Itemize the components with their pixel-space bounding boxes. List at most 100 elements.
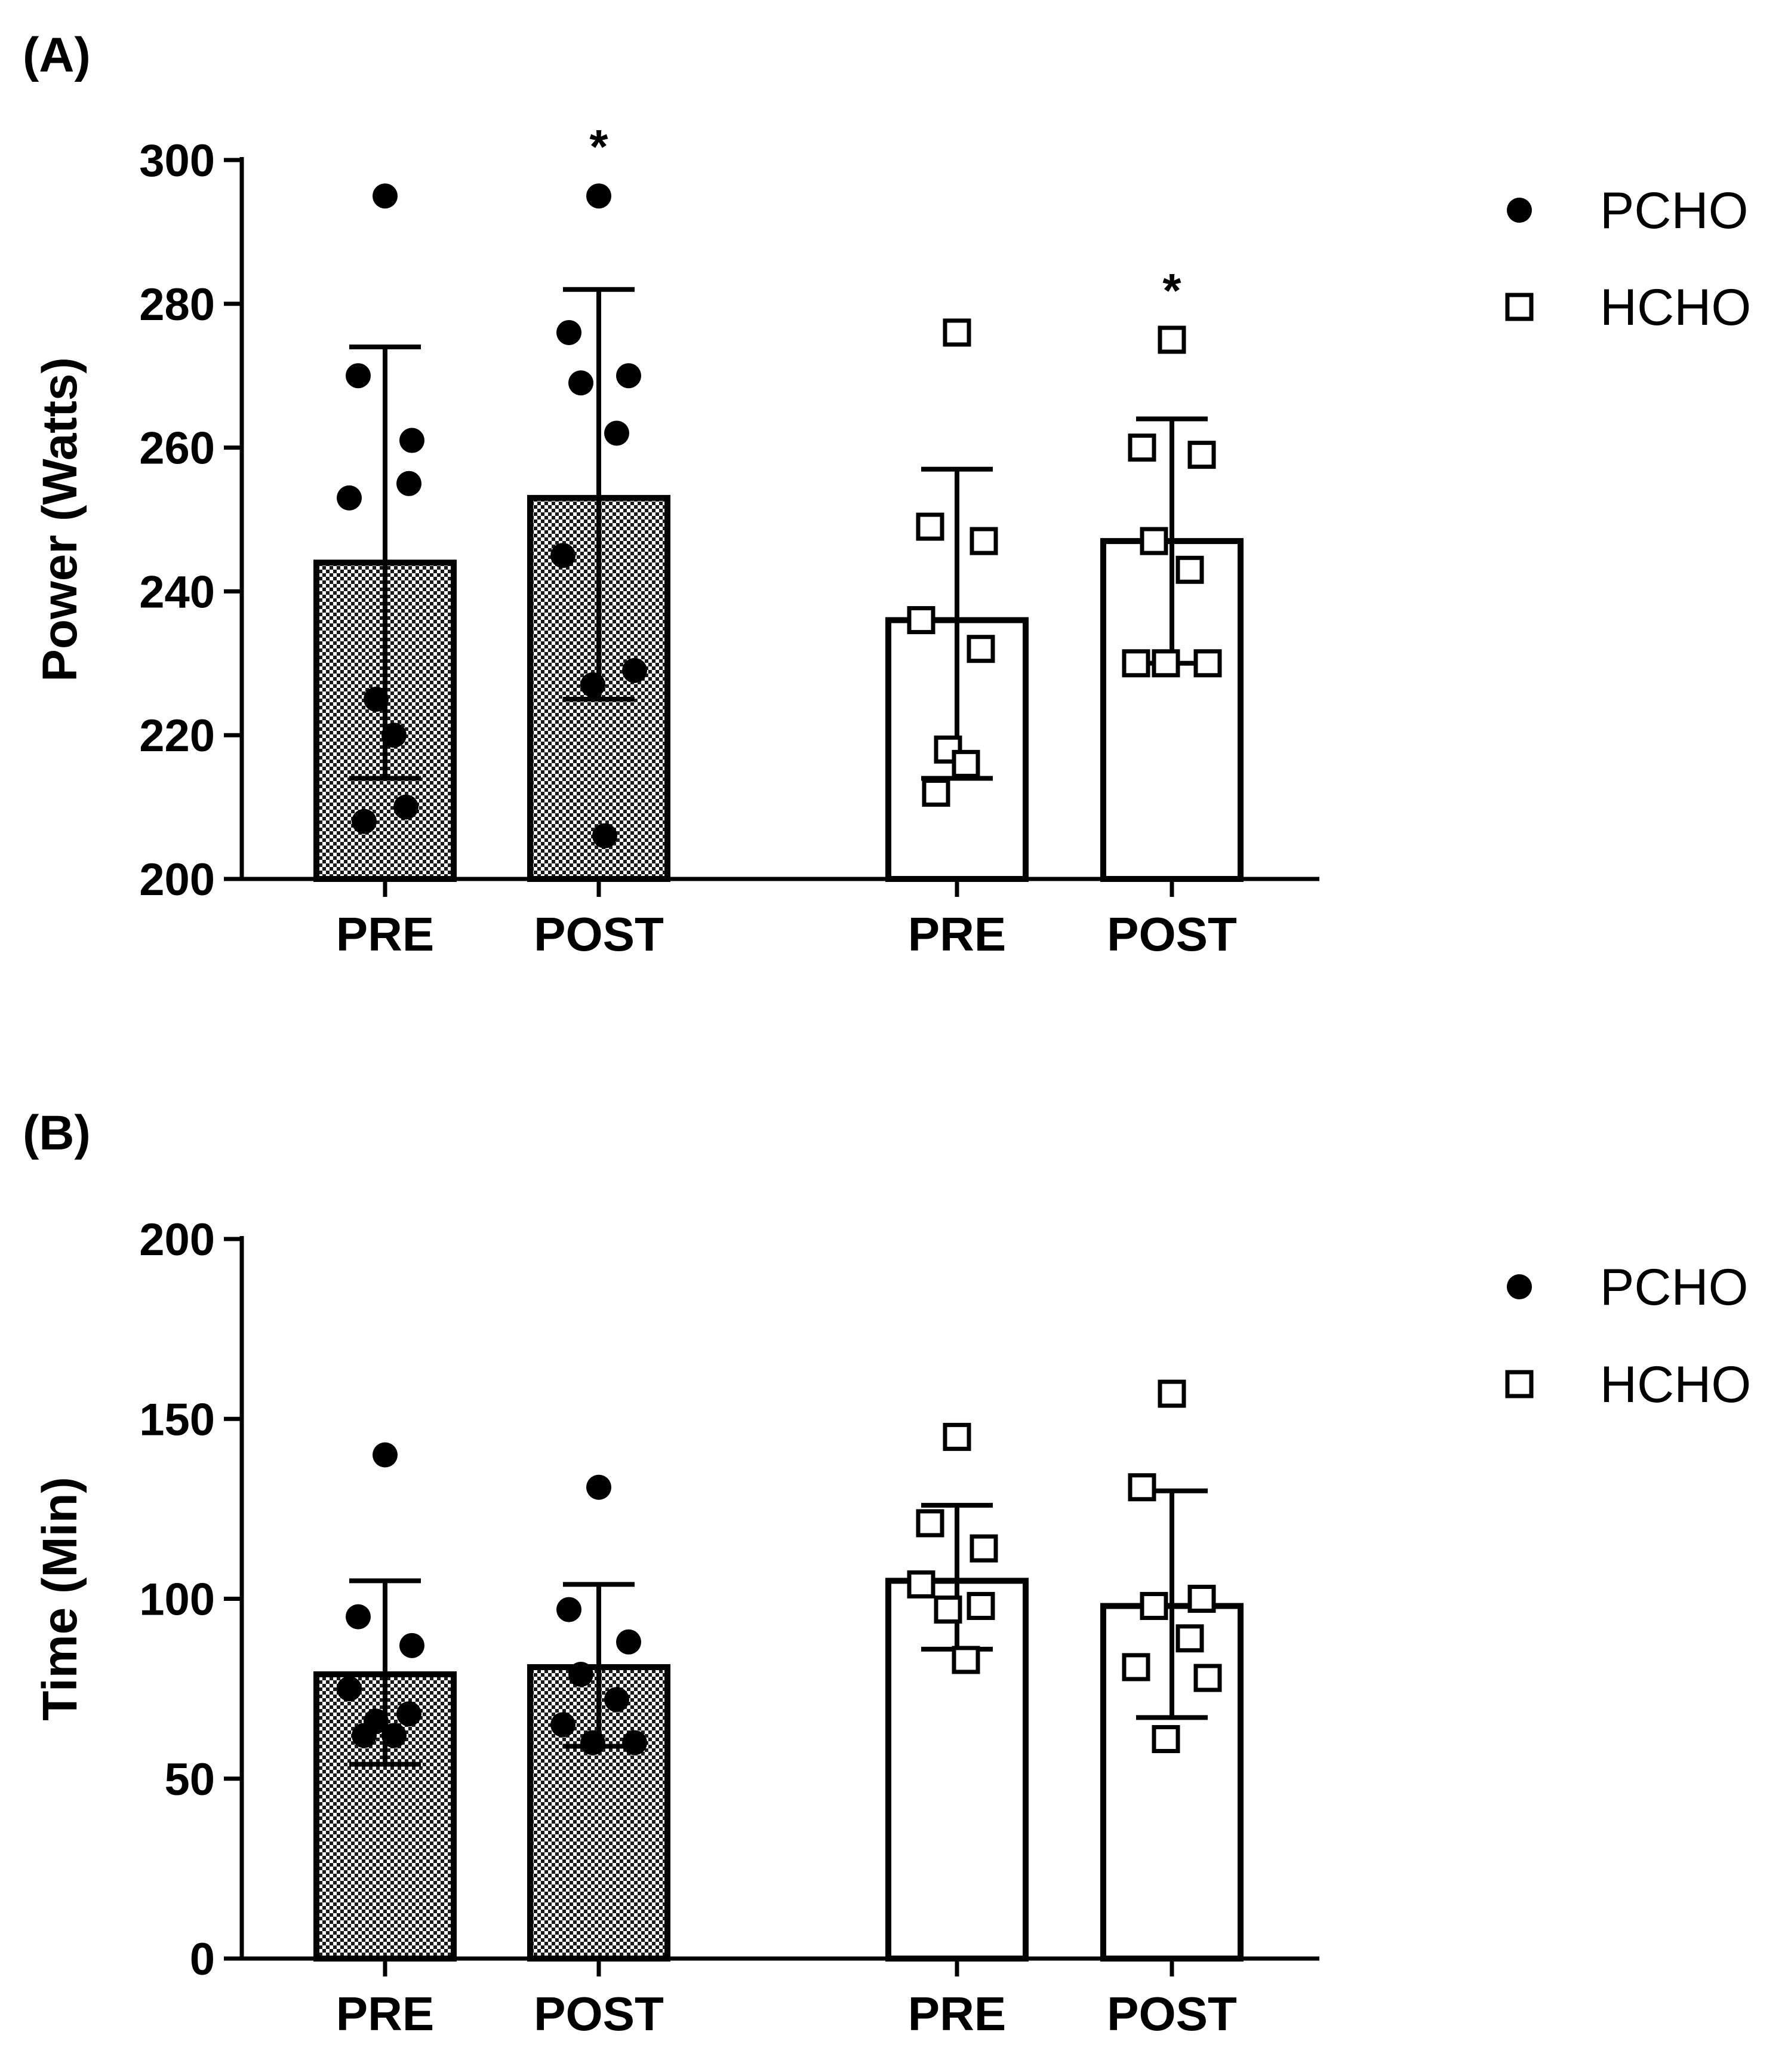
legend-label: HCHO [1600,1356,1751,1413]
y-tick-label: 200 [139,1215,215,1265]
legend-label: PCHO [1600,1259,1748,1316]
data-point-pcho [586,183,611,209]
data-point-hcho [952,749,980,778]
bar-hcho-post [1100,538,1244,882]
data-point-pcho [622,1730,647,1756]
data-point-hcho [1122,1653,1150,1681]
data-point-hcho [952,1646,980,1674]
data-point-hcho [1158,1379,1186,1408]
data-point-hcho [922,779,950,807]
data-point-pcho [352,1723,377,1748]
legend-label: HCHO [1600,279,1751,336]
x-category-label: POST [534,908,664,961]
data-point-pcho [592,823,617,849]
data-point-pcho [396,1701,421,1727]
data-point-hcho [1193,1664,1222,1692]
data-point-pcho [556,319,581,345]
data-point-pcho [396,471,421,496]
y-tick-label: 300 [139,136,215,186]
panel-label: (A) [23,28,91,82]
data-point-hcho [1187,1585,1216,1613]
chart-panel-b: (B) Time (Min) 0 50 100 150 200 PRE POST PRE POST P… [23,1106,1751,2040]
x-category-label: PRE [336,1987,435,2040]
data-point-hcho [916,1509,944,1538]
legend-label: PCHO [1600,182,1748,239]
y-tick-label: 260 [139,423,215,474]
y-tick-label: 280 [139,279,215,330]
data-point-hcho [1128,434,1156,462]
data-point-pcho [586,1474,611,1500]
data-point-hcho [1152,649,1180,678]
data-point-hcho [934,1595,962,1624]
y-tick-label: 100 [139,1575,215,1625]
legend-marker-hcho [1505,293,1534,321]
data-point-hcho [943,1422,971,1451]
data-point-hcho [1128,1473,1156,1502]
data-point-pcho [381,1723,407,1748]
y-tick-label: 150 [139,1394,215,1445]
data-point-pcho [568,1662,593,1687]
data-point-pcho [346,363,371,389]
data-point-hcho [1175,555,1204,584]
x-category-label: POST [1107,908,1237,961]
chart-panel-a: (A) Power (Watts) 200 220 240 260 280 300 PRE POS… [23,28,1751,961]
data-point-pcho [393,794,418,820]
significance-marker: * [589,120,608,173]
y-axis-title: Time (Min) [33,1477,87,1720]
data-point-pcho [580,1730,605,1756]
data-point-pcho [604,1687,629,1713]
significance-marker: * [1162,264,1181,317]
data-point-pcho [604,420,629,446]
data-point-pcho [550,1712,576,1738]
data-point-hcho [1158,325,1186,354]
x-category-label: PRE [336,908,435,961]
data-point-hcho [970,527,998,555]
y-tick-label: 200 [139,854,215,905]
data-point-hcho [1152,1724,1180,1753]
data-point-pcho [352,808,377,834]
data-point-hcho [907,1570,935,1598]
data-point-hcho [1140,1592,1168,1621]
data-point-hcho [1193,649,1222,678]
data-point-pcho [373,183,398,209]
y-tick-label: 220 [139,711,215,761]
y-tick-label: 0 [190,1934,215,1985]
data-point-pcho [399,1633,424,1658]
data-point-hcho [967,1592,995,1621]
y-tick-label: 50 [164,1754,215,1805]
data-point-pcho [337,485,362,511]
data-point-hcho [967,635,995,663]
data-point-hcho [1175,1624,1204,1653]
data-point-pcho [346,1604,371,1630]
data-point-hcho [970,1534,998,1563]
data-point-hcho [907,606,935,635]
x-category-label: POST [534,1987,664,2040]
y-tick-label: 240 [139,567,215,617]
data-point-pcho [399,428,424,453]
data-point-hcho [1187,441,1216,469]
data-point-pcho [556,1597,581,1622]
data-point-pcho [373,1442,398,1468]
data-point-pcho [568,370,593,396]
data-point-pcho [550,543,576,568]
data-point-pcho [622,657,647,683]
data-point-hcho [916,512,944,541]
data-point-pcho [616,1629,641,1655]
data-point-pcho [364,687,389,712]
data-point-pcho [580,672,605,697]
y-axis-title: Power (Watts) [33,357,87,682]
data-point-pcho [337,1676,362,1702]
x-category-label: PRE [908,908,1007,961]
data-point-hcho [943,318,971,347]
data-point-pcho [616,363,641,389]
x-category-label: PRE [908,1987,1007,2040]
legend-marker-pcho [1507,1274,1532,1299]
panel-label: (B) [23,1106,91,1160]
legend-marker-pcho [1507,198,1532,223]
legend-marker-hcho [1505,1370,1534,1398]
data-point-pcho [381,723,407,748]
data-point-hcho [1140,527,1168,555]
x-category-label: POST [1107,1987,1237,2040]
data-point-hcho [1122,649,1150,678]
